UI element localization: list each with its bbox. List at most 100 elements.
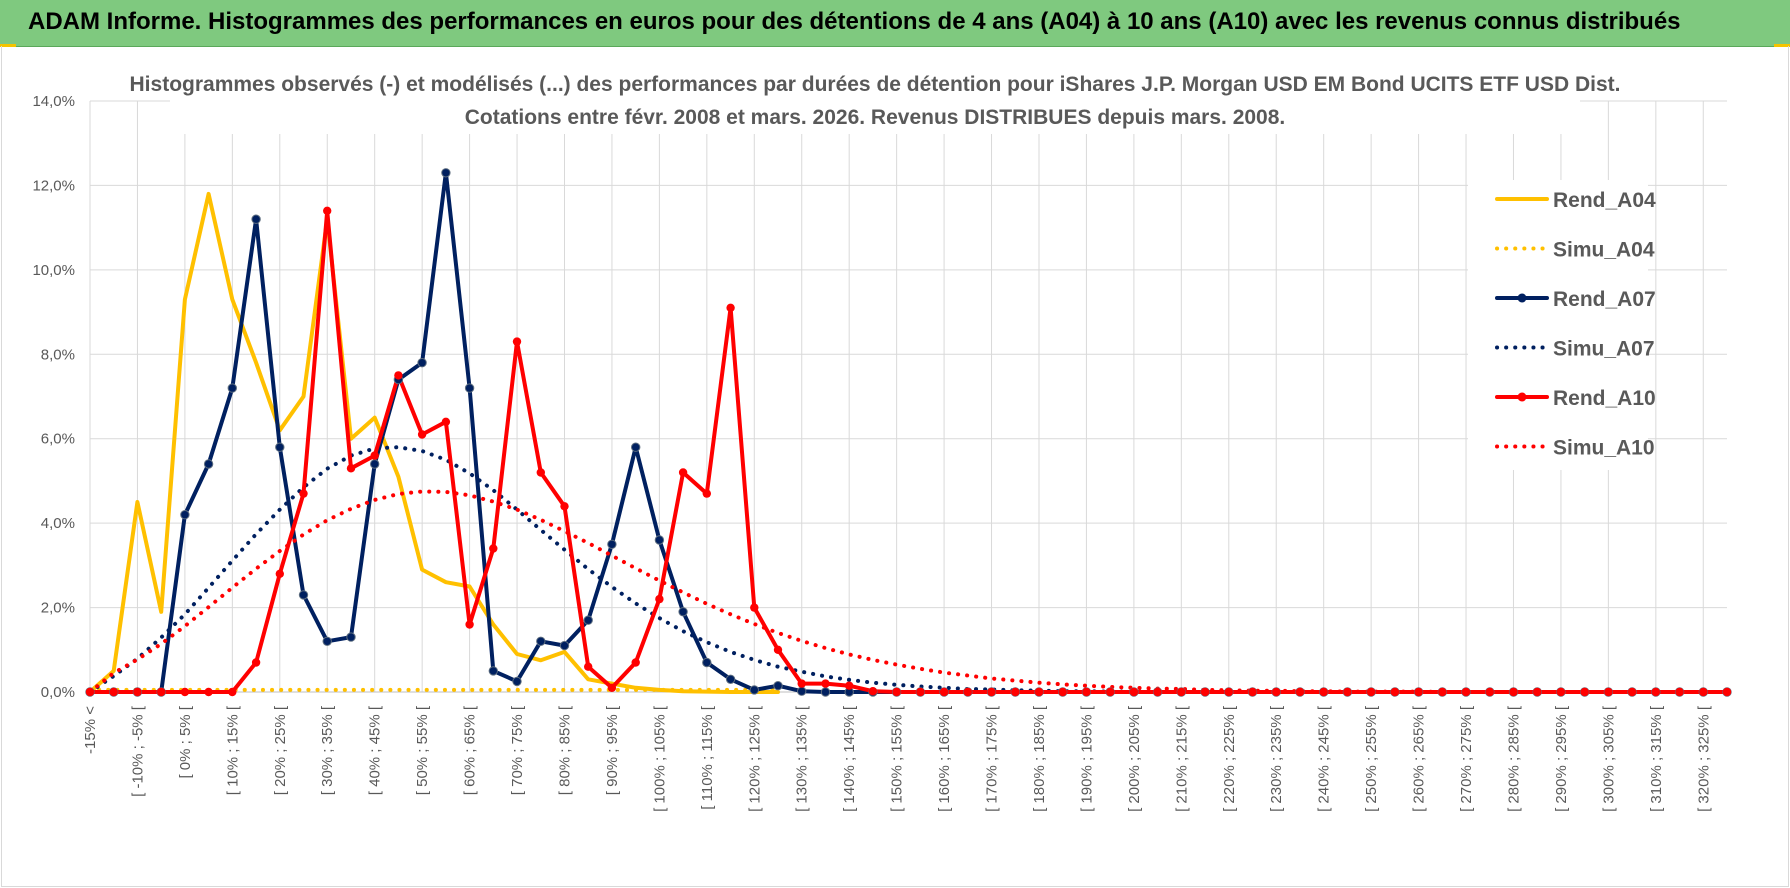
data-point bbox=[702, 489, 711, 498]
data-point bbox=[939, 687, 949, 697]
data-point bbox=[370, 459, 380, 469]
series-layer bbox=[85, 168, 1732, 697]
chart-title-background bbox=[170, 68, 1580, 134]
data-point bbox=[275, 442, 285, 452]
data-point bbox=[1319, 687, 1328, 697]
x-tick-label: -15% < bbox=[82, 706, 99, 754]
legend-item-rend-a10: Rend_A10 bbox=[1495, 387, 1656, 410]
data-point bbox=[1651, 687, 1661, 697]
data-point bbox=[726, 303, 735, 312]
data-point bbox=[536, 468, 545, 477]
data-point bbox=[750, 603, 759, 612]
data-point bbox=[417, 430, 427, 439]
y-tick-label: 14,0% bbox=[32, 93, 75, 110]
data-point bbox=[203, 459, 214, 469]
data-point bbox=[536, 636, 546, 646]
x-tick-label: [ 160% ; 165% [ bbox=[936, 705, 953, 812]
y-tick-label: 0,0% bbox=[41, 684, 75, 701]
data-point bbox=[109, 687, 118, 697]
chart-title-line-1: Histogrammes observés (-) et modélisés (… bbox=[130, 73, 1621, 96]
data-point bbox=[1200, 687, 1210, 697]
x-tick-label: [ 310% ; 315% [ bbox=[1648, 705, 1665, 812]
data-point bbox=[1272, 687, 1281, 697]
legend-label: Simu_A04 bbox=[1553, 239, 1655, 262]
data-point bbox=[797, 679, 806, 688]
legend-item-rend-a07: Rend_A07 bbox=[1495, 288, 1656, 311]
x-tick-label: [ 170% ; 175% [ bbox=[984, 705, 1001, 812]
x-tick-label: [ 120% ; 125% [ bbox=[746, 705, 763, 812]
data-point bbox=[773, 645, 783, 654]
data-point bbox=[394, 371, 403, 380]
y-axis-ticks: 0,0% 2,0% 4,0% 6,0% 8,0% 10,0% 12,0% 14,0% bbox=[32, 93, 75, 701]
data-point bbox=[1461, 687, 1471, 697]
legend-marker bbox=[1517, 392, 1527, 402]
data-point bbox=[1390, 687, 1400, 697]
data-point bbox=[1011, 687, 1020, 697]
corner-accent-left bbox=[0, 44, 16, 47]
chart-frame bbox=[1, 46, 1789, 887]
data-point bbox=[157, 687, 166, 697]
data-point bbox=[584, 662, 593, 671]
data-point bbox=[370, 451, 379, 460]
x-tick-label: [ 0% ; 5% [ bbox=[177, 705, 194, 778]
y-tick-label: 10,0% bbox=[32, 262, 75, 279]
x-tick-label: [ 240% ; 245% [ bbox=[1316, 705, 1333, 812]
data-point bbox=[797, 686, 807, 696]
x-tick-label: [ 10% ; 15% [ bbox=[224, 705, 241, 795]
x-tick-label: [ 110% ; 115% [ bbox=[699, 705, 716, 810]
data-point bbox=[298, 590, 309, 600]
legend-item-simu-a04: Simu_A04 bbox=[1495, 239, 1655, 262]
x-tick-label: [ 50% ; 55% [ bbox=[414, 705, 431, 795]
x-tick-label: [ 40% ; 45% [ bbox=[367, 705, 384, 795]
x-tick-label: [ 20% ; 25% [ bbox=[272, 705, 289, 795]
data-point bbox=[488, 666, 498, 676]
series-line-rend-a10 bbox=[88, 208, 1729, 694]
data-point bbox=[85, 687, 95, 697]
data-point bbox=[1034, 687, 1044, 697]
data-point bbox=[441, 417, 451, 426]
data-point bbox=[820, 687, 831, 697]
data-point bbox=[323, 206, 332, 215]
series-line-simu-a10 bbox=[88, 489, 1729, 694]
data-point bbox=[559, 640, 570, 651]
data-point bbox=[1580, 687, 1589, 697]
data-point bbox=[180, 687, 190, 697]
data-point bbox=[655, 594, 664, 604]
data-point bbox=[346, 464, 356, 473]
x-tick-label: [ 150% ; 155% [ bbox=[889, 705, 906, 812]
x-tick-label: [ 60% ; 65% [ bbox=[462, 705, 479, 795]
data-point bbox=[1509, 687, 1518, 697]
header-banner: ADAM Informe. Histogrammes des performan… bbox=[0, 0, 1790, 47]
legend-item-simu-a10: Simu_A10 bbox=[1495, 437, 1655, 460]
legend: Rend_A04 Simu_A04 Rend_A07 Simu_A07 Rend_A10… bbox=[1468, 180, 1656, 470]
legend-item-simu-a07: Simu_A07 bbox=[1495, 338, 1655, 361]
data-point bbox=[1604, 687, 1613, 697]
x-tick-label: [ 200% ; 205% [ bbox=[1126, 705, 1143, 812]
legend-label: Rend_A07 bbox=[1553, 288, 1656, 311]
legend-label: Rend_A04 bbox=[1553, 189, 1656, 212]
x-tick-label: [ 280% ; 285% [ bbox=[1505, 705, 1522, 812]
legend-label: Simu_A07 bbox=[1553, 338, 1655, 361]
data-point bbox=[583, 615, 593, 625]
legend-label: Rend_A10 bbox=[1553, 387, 1656, 410]
data-point bbox=[180, 510, 190, 520]
x-tick-label: [ 230% ; 235% [ bbox=[1268, 705, 1285, 812]
data-point bbox=[631, 658, 640, 667]
x-tick-label: [ 140% ; 145% [ bbox=[841, 705, 858, 812]
y-tick-label: 6,0% bbox=[41, 431, 75, 448]
corner-accent-right bbox=[1774, 44, 1790, 47]
x-tick-label: [ 300% ; 305% [ bbox=[1600, 705, 1617, 812]
data-point bbox=[1343, 687, 1352, 697]
legend-marker bbox=[1517, 293, 1527, 303]
data-point bbox=[892, 687, 901, 697]
y-tick-label: 12,0% bbox=[32, 177, 75, 194]
x-tick-label: [ 180% ; 185% [ bbox=[1031, 705, 1048, 812]
x-tick-label: [ 70% ; 75% [ bbox=[509, 705, 526, 795]
data-point bbox=[1366, 687, 1376, 697]
x-tick-label: [ 260% ; 265% [ bbox=[1411, 705, 1428, 812]
legend-item-rend-a04: Rend_A04 bbox=[1495, 189, 1656, 212]
data-point bbox=[227, 383, 238, 393]
data-point bbox=[845, 681, 854, 690]
chart-title-line-2: Cotations entre févr. 2008 et mars. 2026… bbox=[465, 106, 1286, 129]
